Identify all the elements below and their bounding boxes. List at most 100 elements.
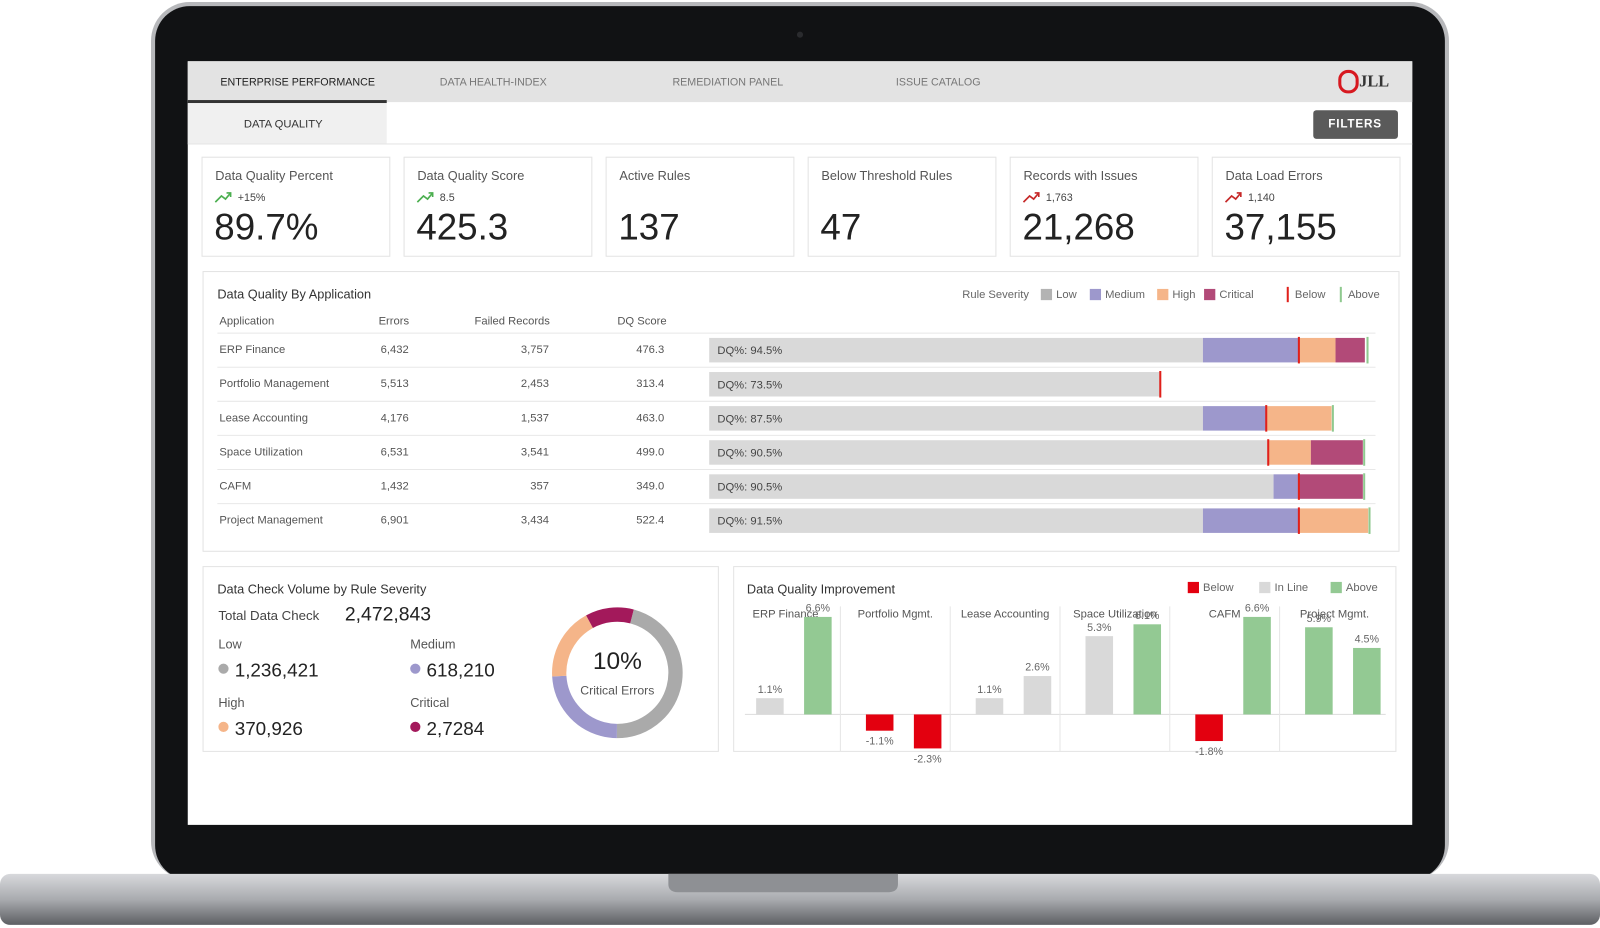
severity-value: 370,926: [235, 719, 303, 740]
kpi-label: Data Load Errors: [1226, 168, 1323, 183]
donut-segment: [552, 607, 683, 739]
bar-value-label: 5.3%: [1087, 622, 1112, 634]
filters-label[interactable]: FILTERS: [1328, 118, 1382, 131]
bar-segment: [709, 508, 1203, 533]
severity-dot: [410, 663, 421, 674]
kpi-value: 137: [618, 206, 679, 247]
table-cell: 313.4: [636, 378, 664, 390]
threshold-marker: [1331, 405, 1334, 432]
base-notch: [668, 873, 898, 893]
subtab-bg: [187, 103, 387, 144]
kpi-card: [201, 156, 391, 257]
group-label: CAFM: [1209, 609, 1241, 621]
bar-segment: [1266, 406, 1332, 431]
legend-swatch: [1040, 288, 1053, 301]
dq-label: DQ%: 94.5%: [717, 345, 782, 357]
laptop-base: [0, 873, 1600, 925]
table-cell: CAFM: [219, 481, 251, 493]
bar-segment: [1273, 474, 1299, 499]
threshold-marker: [1297, 507, 1300, 534]
severity-card: [202, 566, 719, 752]
kpi-label: Active Rules: [619, 168, 690, 183]
table-cell: 499.0: [636, 446, 664, 458]
kpi-card: [403, 156, 593, 257]
bar-segment: [709, 440, 1269, 465]
bar-segment: [709, 372, 1161, 397]
dq-label: DQ%: 87.5%: [717, 413, 782, 425]
nav-tab[interactable]: REMEDIATION PANEL: [672, 77, 783, 89]
kpi-value: 425.3: [416, 206, 508, 247]
legend-entry: High: [1172, 289, 1195, 301]
nav-tab[interactable]: ENTERPRISE PERFORMANCE: [220, 77, 375, 89]
trend-arrow-head: [1034, 192, 1040, 198]
improvement-bar: [1085, 636, 1114, 715]
severity-value: 618,210: [427, 661, 495, 682]
column-header: Failed Records: [474, 316, 550, 328]
table-cell: 1,537: [521, 412, 549, 424]
improvement-bar: [1353, 647, 1381, 715]
kpi-value: 47: [820, 206, 861, 247]
trend-arrow: [416, 192, 434, 203]
kpi-value: 89.7%: [214, 206, 318, 247]
group-label: Lease Accounting: [961, 609, 1050, 621]
bar-value-label: 6.6%: [1245, 603, 1270, 615]
improvement-bar: [804, 616, 832, 715]
kpi-label: Data Quality Percent: [215, 168, 333, 183]
total-value: 2,472,843: [345, 604, 431, 626]
table-cell: ERP Finance: [219, 344, 285, 356]
bar-segment: [1298, 508, 1369, 533]
nav-tab[interactable]: ISSUE CATALOG: [896, 77, 981, 89]
donut-caption: Critical Errors: [580, 683, 654, 697]
dq-label: DQ%: 90.5%: [717, 447, 782, 459]
bar-segment: [1268, 440, 1311, 465]
threshold-marker: [1297, 473, 1300, 500]
dq-label: DQ%: 90.5%: [717, 482, 782, 494]
trend-arrow-head: [428, 192, 434, 198]
subtab[interactable]: DATA QUALITY: [244, 119, 323, 131]
table-cell: 349.0: [636, 481, 664, 493]
filters-button[interactable]: [1313, 110, 1398, 139]
table-cell: 463.0: [636, 412, 664, 424]
table-cell: Project Management: [219, 515, 323, 527]
severity-dot: [218, 721, 229, 732]
kpi-label: Below Threshold Rules: [821, 168, 952, 183]
table-cell: 5,513: [381, 378, 409, 390]
improvement-title: Data Quality Improvement: [747, 581, 896, 596]
threshold-marker: [1368, 507, 1371, 534]
improvement-bar: [756, 698, 784, 715]
trend-arrow: [214, 192, 232, 203]
threshold-marker: [1159, 370, 1162, 398]
table-cell: 3,434: [521, 515, 549, 527]
legend-marker: [1286, 286, 1289, 303]
legend-swatch: [1204, 288, 1216, 301]
table-cell: 3,541: [521, 446, 549, 458]
nav-tab[interactable]: DATA HEALTH-INDEX: [440, 77, 547, 89]
dq-label: DQ%: 73.5%: [717, 379, 782, 391]
severity-name: Critical: [410, 695, 449, 710]
trend-arrow-head: [1236, 192, 1242, 198]
legend-entry: Below: [1203, 582, 1234, 594]
legend-entry: Medium: [1105, 289, 1145, 301]
threshold-marker: [1297, 336, 1300, 364]
improvement-bar: [1305, 627, 1333, 715]
improvement-bar: [1023, 676, 1052, 715]
group-label: Project Mgmt.: [1300, 609, 1369, 621]
bar-value-label: -1.1%: [866, 736, 894, 748]
improvement-bar: [865, 714, 894, 731]
severity-dot: [218, 663, 229, 674]
legend-swatch: [1259, 581, 1271, 594]
table-cell: 2,453: [521, 378, 549, 390]
legend-swatch: [1187, 581, 1199, 594]
bar-segment: [1335, 337, 1365, 363]
bar-value-label: 1.1%: [977, 684, 1002, 696]
group-label: ERP Finance: [753, 609, 819, 621]
bar-segment: [709, 406, 1203, 431]
bar-value-label: 4.5%: [1355, 634, 1380, 646]
kpi-value: 37,155: [1224, 206, 1336, 247]
dq-label: DQ%: 91.5%: [717, 516, 782, 528]
table-cell: Portfolio Management: [219, 378, 330, 390]
table-cell: 6,531: [381, 446, 409, 458]
legend-swatch: [1330, 581, 1342, 594]
